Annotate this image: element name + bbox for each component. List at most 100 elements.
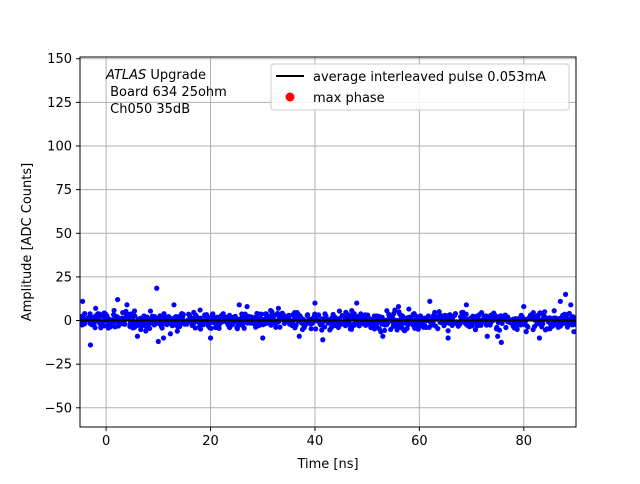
legend-box xyxy=(270,63,570,111)
plot-frame xyxy=(79,56,577,428)
scatter-point xyxy=(101,323,107,329)
y-tick-label: 50 xyxy=(55,227,72,242)
scatter-point xyxy=(322,324,328,330)
scatter-point xyxy=(540,321,546,327)
scatter-point xyxy=(568,302,574,308)
legend: average interleaved pulse 0.053mA max ph… xyxy=(270,63,570,111)
scatter-point xyxy=(381,327,388,334)
scatter-point xyxy=(275,305,281,311)
scatter-point xyxy=(380,333,386,339)
y-axis-ticks: 150 125 100 75 50 25 0 −25 −50 xyxy=(45,52,80,416)
atlas-annotation: ATLAS Upgrade Board 634 25ohm Ch050 35dB xyxy=(105,68,227,117)
scatter-point xyxy=(271,313,277,319)
scatter-point xyxy=(258,311,264,317)
x-tick-label: 40 xyxy=(307,434,324,449)
scatter-point xyxy=(134,333,141,339)
scatter-point xyxy=(93,305,99,311)
scatter-point xyxy=(286,312,292,318)
scatter-point xyxy=(562,291,569,297)
scatter-point xyxy=(171,302,177,308)
y-tick-label: 150 xyxy=(47,52,72,67)
scatter-point xyxy=(348,326,355,332)
scatter-point xyxy=(244,303,250,310)
scatter-point xyxy=(452,311,459,317)
scatter-point xyxy=(87,311,93,317)
scatter-point xyxy=(87,342,94,348)
scatter-point xyxy=(277,324,283,330)
annotation-atlas: ATLAS xyxy=(105,68,146,83)
scatter-point xyxy=(438,313,444,319)
svg-text:ATLAS Upgrade: ATLAS Upgrade xyxy=(105,68,206,83)
scatter-point xyxy=(154,285,160,291)
scatter-point xyxy=(108,323,114,329)
scatter-point xyxy=(435,326,441,332)
annotation-channel: Ch050 35dB xyxy=(106,102,190,117)
scatter-point xyxy=(557,298,563,304)
scatter-point xyxy=(425,313,432,319)
scatter-point xyxy=(542,309,548,315)
scatter-point xyxy=(495,333,501,339)
scatter-point xyxy=(296,333,302,339)
y-tick-label: 0 xyxy=(64,314,72,329)
scatter-point xyxy=(91,321,97,327)
scatter-point xyxy=(174,328,180,334)
y-tick-label: 125 xyxy=(47,96,72,111)
scatter-point xyxy=(463,302,469,308)
scatter-point xyxy=(521,303,527,310)
scatter-point xyxy=(143,328,149,334)
scatter-point xyxy=(111,307,117,314)
scatter-point xyxy=(523,329,529,335)
legend-label-average: average interleaved pulse 0.053mA xyxy=(313,70,546,85)
scatter-point xyxy=(260,335,266,341)
scatter-point xyxy=(427,298,433,304)
scatter-point xyxy=(241,325,247,331)
scatter-point xyxy=(566,310,572,317)
scatter-point xyxy=(503,324,509,331)
scatter-point xyxy=(167,331,174,337)
scatter-point xyxy=(392,307,398,313)
scatter-point xyxy=(179,310,185,317)
x-axis-ticks: 0 20 40 60 80 xyxy=(102,427,532,449)
scatter-point xyxy=(406,306,412,312)
scatter-point xyxy=(197,307,203,313)
y-tick-label: −50 xyxy=(45,401,72,416)
scatter-point xyxy=(159,325,165,331)
y-axis-label: Amplitude [ADC Counts] xyxy=(20,163,35,321)
x-tick-label: 20 xyxy=(202,434,219,449)
scatter-point xyxy=(354,300,360,306)
x-axis-label: Time [ns] xyxy=(296,457,358,472)
scatter-point xyxy=(530,309,536,316)
scatter-point xyxy=(445,335,451,341)
annotation-upgrade: Upgrade xyxy=(146,68,206,83)
scatter-point xyxy=(308,326,314,332)
scatter-point xyxy=(536,335,543,341)
scatter-point xyxy=(363,322,369,328)
scatter-point xyxy=(474,323,480,329)
grid-lines xyxy=(80,57,576,427)
scatter-point xyxy=(197,326,204,332)
y-tick-label: 75 xyxy=(55,183,72,198)
scatter-point xyxy=(293,322,299,328)
scatter-point xyxy=(122,321,128,327)
scatter-point xyxy=(445,328,451,334)
scatter-point xyxy=(411,310,417,317)
scatter-point xyxy=(132,313,138,319)
scatter-point xyxy=(525,324,531,330)
scatter-point xyxy=(395,303,402,310)
x-tick-label: 0 xyxy=(102,434,110,449)
x-tick-label: 80 xyxy=(516,434,533,449)
scatter-point xyxy=(138,326,144,333)
legend-marker-max-phase xyxy=(285,92,295,102)
scatter-point xyxy=(514,326,520,333)
scatter-point xyxy=(463,311,469,317)
scatter-point xyxy=(571,329,576,335)
scatter-point xyxy=(572,321,576,328)
scatter-point xyxy=(305,312,311,318)
scatter-point xyxy=(432,309,438,316)
scatter-point xyxy=(336,308,343,314)
scatter-point xyxy=(356,323,362,329)
scatter-point xyxy=(379,314,385,320)
scatter-point xyxy=(498,339,504,345)
scatter-point xyxy=(124,302,130,308)
